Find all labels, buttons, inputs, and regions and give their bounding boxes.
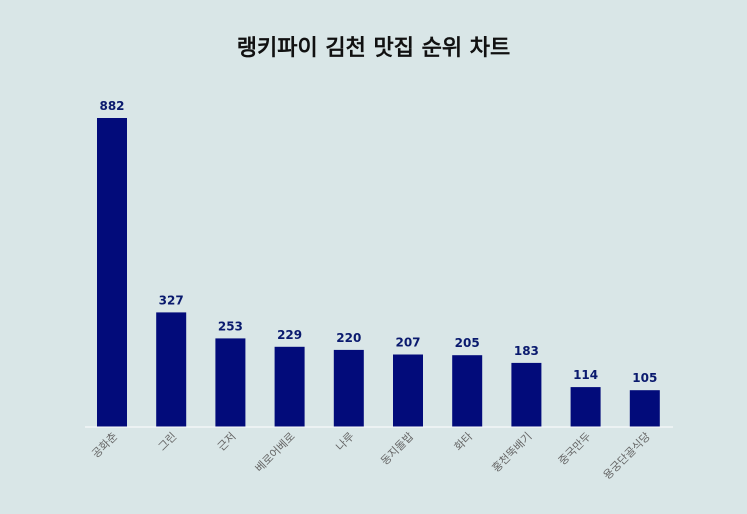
x-tick-label-0: 공화춘	[89, 430, 120, 461]
bar-0	[97, 118, 127, 427]
bar-8	[570, 387, 601, 427]
value-label-8: 114	[573, 368, 598, 382]
x-tick-label-8: 중국만두	[556, 430, 594, 468]
value-label-0: 882	[99, 99, 124, 113]
x-tick-label-6: 화타	[452, 430, 476, 454]
bar-5	[393, 354, 423, 427]
x-tick-label-3: 베로어베로	[253, 430, 298, 475]
value-label-9: 105	[632, 371, 657, 385]
value-label-1: 327	[159, 293, 184, 307]
bars-layer	[97, 118, 660, 427]
bar-7	[511, 362, 542, 427]
bar-1	[156, 312, 187, 427]
value-label-2: 253	[218, 319, 243, 333]
value-label-5: 207	[395, 336, 420, 350]
bar-4	[333, 349, 364, 427]
value-label-7: 183	[514, 344, 539, 358]
bar-2	[215, 338, 246, 427]
x-tick-label-2: 근저	[215, 430, 239, 454]
chart-title: 랭키파이 김천 맛집 순위 차트	[236, 36, 511, 61]
x-tick-label-4: 나루	[333, 430, 357, 454]
bar-6	[452, 355, 483, 427]
bar-3	[274, 346, 305, 427]
value-label-3: 229	[277, 328, 302, 342]
value-label-6: 205	[455, 336, 480, 350]
x-tick-label-9: 용궁단골식당	[601, 430, 653, 482]
value-label-4: 220	[336, 331, 361, 345]
bar-9	[629, 390, 660, 427]
x-tick-label-1: 그린	[156, 430, 180, 454]
x-tick-label-7: 홍천뚝배기	[489, 429, 535, 475]
x-tick-label-5: 동지돌밥	[378, 430, 416, 468]
